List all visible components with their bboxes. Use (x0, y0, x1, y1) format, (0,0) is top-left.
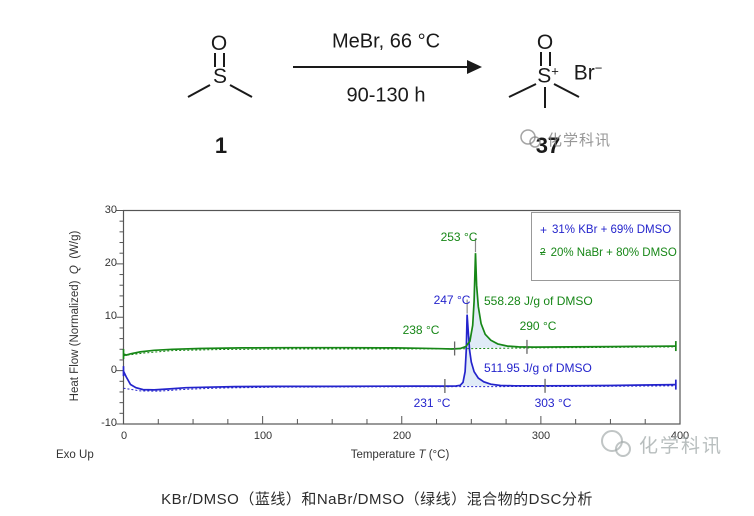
annotation-kbr-enthalpy: 511.95 J/g of DMSO (484, 361, 592, 375)
curve-kbr-dmso (122, 314, 676, 391)
product-oxygen: O (536, 31, 554, 54)
legend-label-nabr: 20% NaBr + 80% DMSO (550, 246, 677, 259)
x-tick-400: 400 (670, 430, 690, 442)
dsc-chart (116, 209, 681, 425)
annotation-nabr-onset: 238 °C (402, 323, 440, 337)
x-axis-label: Temperature T (°C) (350, 449, 450, 461)
reaction-time: 90-130 h (346, 84, 426, 107)
legend-label-kbr: 31% KBr + 69% DMSO (552, 223, 672, 236)
integration-area-kbr (444, 314, 545, 386)
curve-end-caps (122, 341, 677, 390)
x-tick-300: 300 (531, 430, 551, 442)
annotation-kbr-end: 303 °C (534, 396, 572, 410)
annotation-nabr-enthalpy: 558.28 J/g of DMSO (484, 294, 593, 308)
axis-ticks (116, 210, 681, 425)
product-bromide: Br− (573, 60, 603, 85)
curve-nabr-dmso (123, 253, 676, 356)
product-sulfur: S+ (537, 63, 559, 88)
y-tick-20: 20 (104, 257, 117, 269)
peak-marker-lines (466, 238, 477, 314)
legend-item-nabr: 2 20% NaBr + 80% DMSO (540, 241, 677, 264)
x-tick-0: 0 (120, 430, 128, 442)
chart-legend: + 31% KBr + 69% DMSO 2 20% NaBr + 80% DM… (531, 212, 680, 281)
y-tick-10: 10 (104, 310, 117, 322)
annotation-nabr-peak-temp: 253 °C (440, 230, 478, 244)
scheme-bonds (187, 52, 580, 108)
product-number: 37 (535, 133, 561, 158)
annotation-kbr-peak-temp: 247 °C (433, 293, 471, 307)
plus-marker-icon: + (540, 222, 548, 237)
annotation-kbr-onset: 231 °C (413, 396, 451, 410)
figure-caption: KBr/DMSO（蓝线）和NaBr/DMSO（绿线）混合物的DSC分析 (161, 491, 593, 508)
y-tick-0: 0 (110, 364, 117, 376)
reaction-arrow (293, 60, 482, 74)
y-tick-neg10: -10 (101, 417, 117, 429)
x-tick-200: 200 (392, 430, 412, 442)
two-marker-icon: 2 (540, 247, 546, 258)
y-axis-label: Heat Flow (Normalized) Q (W/g) (69, 230, 81, 402)
legend-item-kbr: + 31% KBr + 69% DMSO (540, 218, 671, 241)
integration-limit-marks (444, 339, 546, 393)
x-tick-100: 100 (253, 430, 273, 442)
y-tick-30: 30 (104, 204, 117, 216)
reactant-sulfur: S (212, 65, 228, 88)
exo-up-note: Exo Up (56, 449, 94, 461)
annotation-nabr-end: 290 °C (519, 319, 557, 333)
reactant-oxygen: O (210, 32, 228, 55)
reactant-number: 1 (214, 133, 228, 158)
reagent-conditions: MeBr, 66 °C (331, 30, 441, 53)
